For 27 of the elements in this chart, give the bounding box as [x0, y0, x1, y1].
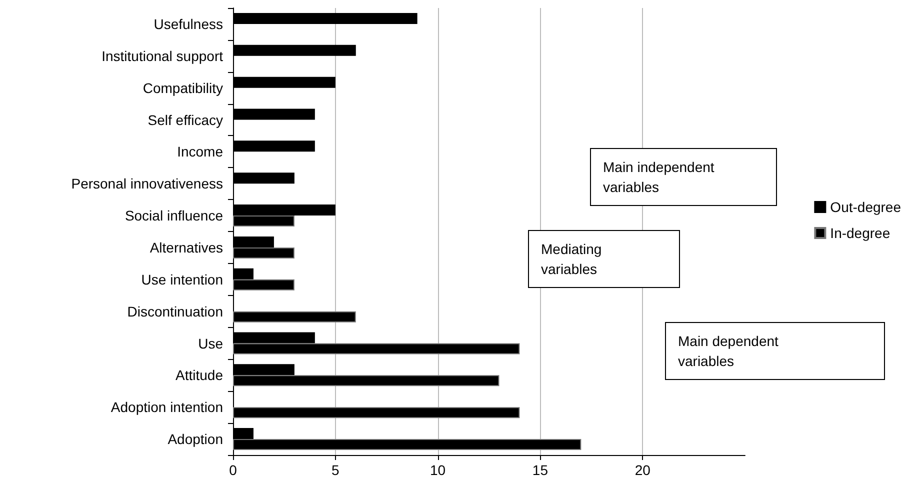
y-tick-label: Attitude [176, 367, 224, 384]
x-tick-label: 10 [430, 462, 446, 478]
y-tick-label: Personal innovativeness [71, 176, 223, 192]
y-tick-label: Income [177, 144, 224, 160]
x-tick-label: 20 [634, 462, 651, 478]
y-tick-label: Use intention [141, 271, 223, 288]
y-tick-label: Compatibility [142, 80, 223, 96]
y-tick-label: Social influence [124, 208, 224, 224]
x-tick-label: 5 [332, 462, 340, 478]
y-tick-label: Self efficacy [148, 112, 223, 128]
annotation: Mediating variables [541, 240, 603, 279]
y-tick-label: Adoption intention [110, 399, 223, 416]
legend-label: Out-degree [830, 199, 902, 215]
text-box: Main independent variables [590, 148, 777, 206]
y-tick-label: Adoption [168, 431, 223, 448]
legend-label: In-degree [830, 225, 890, 241]
y-tick-label: Institutional support [102, 48, 224, 64]
text-box: Main dependent variables [665, 322, 885, 380]
y-tick-label: Discontinuation [127, 303, 223, 320]
annotation: Main dependent variables [678, 332, 780, 371]
text-box: Mediating variables [528, 230, 680, 288]
x-tick-label: 15 [532, 462, 548, 478]
annotation: Main independent variables [603, 158, 716, 197]
y-tick-label: Usefulness [154, 16, 223, 32]
y-tick-label: Use [198, 335, 224, 352]
y-tick-label: Alternatives [150, 239, 223, 256]
x-tick-label: 0 [229, 462, 238, 478]
